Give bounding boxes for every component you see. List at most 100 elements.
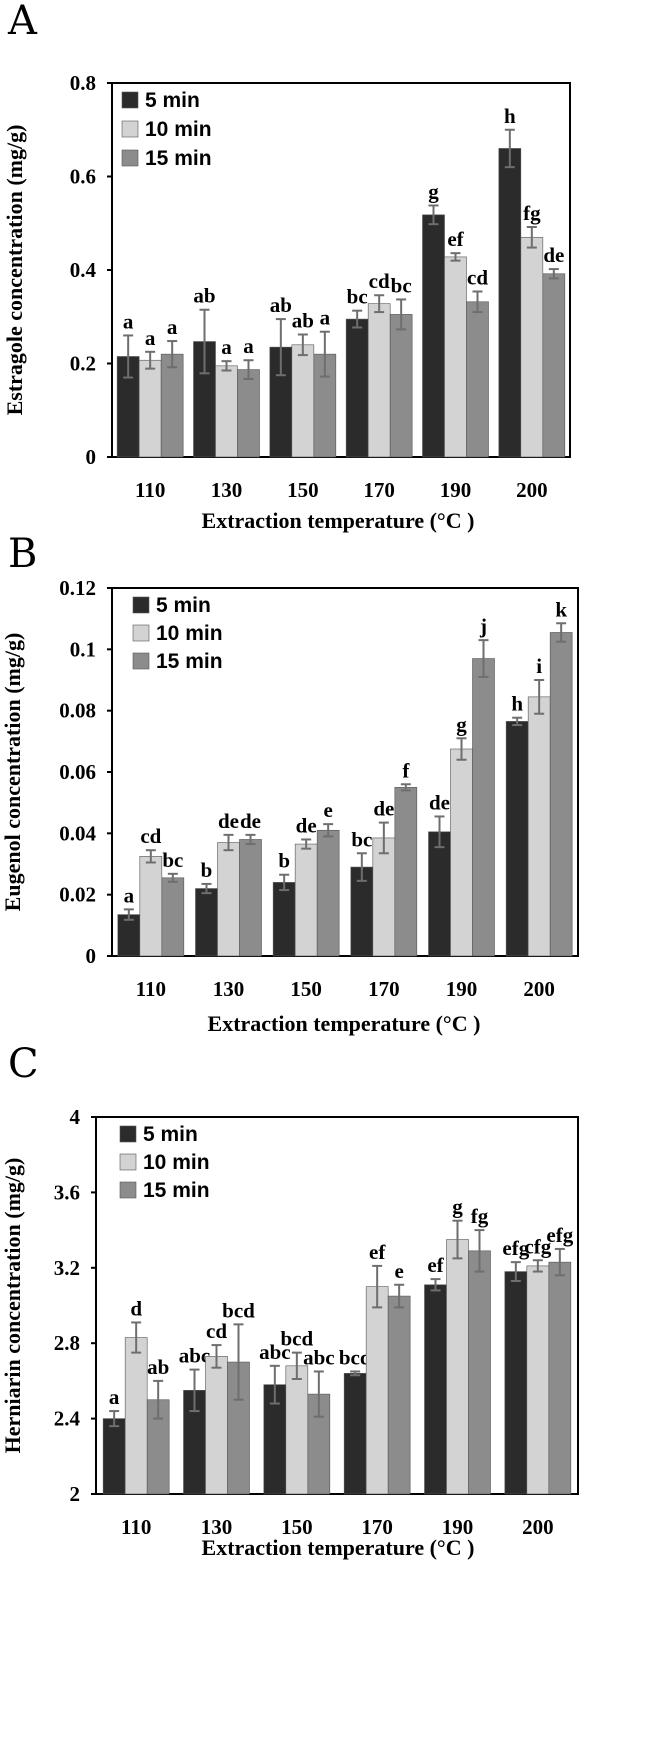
panel-c-bar [102, 1418, 126, 1495]
panel-b-xtick-label: 170 [368, 977, 400, 1001]
panel-b-ytick-label: 0 [86, 944, 97, 968]
panel-c-significance-label: cd [206, 1319, 227, 1343]
panel-a-ytick-label: 0.4 [70, 258, 97, 282]
panel-a-legend-swatch [121, 91, 139, 109]
panel-b-significance-label: bc [162, 848, 183, 872]
panel-a-bar [215, 365, 238, 458]
panel-a-bar [542, 273, 566, 458]
panel-a-legend-swatch [121, 120, 139, 138]
panel-a-legend-swatch [121, 149, 139, 167]
panel-a-significance-label: g [428, 179, 439, 203]
panel-c-legend-swatch [119, 1125, 137, 1143]
panel-c-significance-label: cfg [524, 1234, 551, 1258]
panel-b-label: B [8, 531, 37, 577]
panel-c-xtick-label: 130 [201, 1515, 233, 1539]
panel-b-significance-label: h [511, 692, 523, 716]
panel-c-significance-label: efg [502, 1236, 529, 1260]
panel-b-significance-label: de [429, 790, 450, 814]
panel-c-bar [205, 1356, 228, 1495]
panel-c-ytick-label: 3.6 [54, 1180, 80, 1204]
panel-a-significance-label: cd [467, 266, 488, 290]
panel-b-significance-label: de [218, 809, 239, 833]
panel-c-significance-label: fg [471, 1204, 489, 1228]
panel-a-significance-label: ab [270, 293, 292, 317]
panel-c-significance-label: abc [303, 1345, 335, 1369]
panel-c-label: C [8, 1041, 39, 1087]
panel-a-significance-label: a [243, 334, 254, 358]
panel-a-bar [160, 353, 184, 458]
panel-a-bar [138, 359, 162, 458]
panel-a-bar [466, 301, 489, 458]
panel-a-significance-label: a [167, 315, 178, 339]
panel-c-significance-label: efg [546, 1223, 573, 1247]
panel-b-bar [394, 787, 418, 957]
panel-b-ytick-label: 0.06 [59, 760, 96, 784]
panel-b-bar [239, 839, 262, 957]
panel-b-significance-label: g [456, 712, 467, 736]
panel-a-xtick-label: 110 [135, 478, 165, 502]
panel-c-ytick-label: 2.8 [54, 1331, 80, 1355]
panel-b-legend-label: 10 min [156, 622, 223, 645]
panel-c-significance-label: e [395, 1259, 404, 1283]
panel-b-significance-label: bc [351, 827, 372, 851]
panel-b-legend-label: 5 min [156, 594, 211, 617]
panel-a-legend-label: 15 min [145, 147, 212, 170]
panel-b-bar [316, 829, 340, 957]
panel-a-bar [367, 303, 391, 458]
panel-c-xtick-label: 200 [522, 1515, 554, 1539]
panel-c-y-axis-title: Herniarin concentration (mg/g) [0, 1158, 25, 1454]
panel-b-significance-label: e [324, 798, 333, 822]
panel-b-bar [139, 856, 163, 957]
panel-b-significance-label: de [240, 809, 261, 833]
panel-b-ytick-label: 0.12 [59, 576, 96, 600]
panel-b-xtick-label: 200 [523, 977, 555, 1001]
panel-c-ytick-label: 4 [70, 1105, 81, 1129]
panel-b-significance-label: cd [140, 824, 161, 848]
panel-a-significance-label: bc [391, 273, 412, 297]
panel-a-significance-label: cd [369, 269, 390, 293]
panel-a-significance-label: fg [523, 201, 541, 225]
panel-c-bar [548, 1261, 572, 1495]
panel-c-bar [526, 1265, 550, 1495]
panel-a-bar [237, 369, 260, 458]
panel-a-significance-label: ab [292, 309, 314, 333]
panel-a-bar [422, 214, 445, 458]
panel-c-xtick-label: 150 [281, 1515, 313, 1539]
panel-a-xtick-label: 150 [287, 478, 319, 502]
panel-c-significance-label: ef [427, 1253, 444, 1277]
panel-a-xtick-label: 170 [363, 478, 395, 502]
panel-b-chart: B 0 0.02 0.04 0.06 0.08 0.1 0.12 Eugenol concent… [0, 531, 579, 1036]
panel-b-significance-label: i [536, 654, 542, 678]
panel-c-bar [424, 1284, 447, 1495]
panel-c-significance-label: abc [179, 1344, 211, 1368]
panel-b-ytick-label: 0.04 [59, 821, 96, 845]
panel-c-bar [446, 1239, 469, 1495]
panel-b-legend-swatch [132, 652, 150, 670]
panel-c-significance-label: ef [369, 1240, 386, 1264]
panel-a-significance-label: h [504, 104, 516, 128]
panel-b-bar [505, 721, 529, 957]
panel-a-significance-label: a [145, 326, 156, 350]
panel-b-ytick-label: 0.02 [59, 883, 96, 907]
panel-b-legend-swatch [132, 624, 150, 642]
panel-c-xtick-label: 110 [121, 1515, 151, 1539]
panel-b-ytick-label: 0.08 [59, 699, 96, 723]
panel-c-bar [343, 1373, 367, 1495]
panel-a-bar [291, 344, 315, 458]
panel-a-significance-label: de [543, 243, 564, 267]
panel-c-ytick-label: 3.2 [54, 1256, 80, 1280]
panel-c-legend-swatch [119, 1181, 137, 1199]
panel-b-significance-label: f [402, 758, 410, 782]
panel-c-bar [285, 1365, 309, 1495]
panel-b-significance-label: de [373, 797, 394, 821]
panel-a-xtick-label: 190 [440, 478, 472, 502]
panel-a-ytick-label: 0.8 [70, 71, 96, 95]
panel-b-ytick-label: 0.1 [70, 637, 96, 661]
panel-a-significance-label: bc [347, 285, 368, 309]
panel-b-bar [217, 842, 240, 957]
panel-a-ytick-label: 0.6 [70, 165, 96, 189]
panel-c-bar [504, 1271, 528, 1495]
panel-a-bar [498, 148, 522, 458]
panel-b-bar [195, 888, 218, 957]
panel-a-xtick-label: 200 [516, 478, 548, 502]
